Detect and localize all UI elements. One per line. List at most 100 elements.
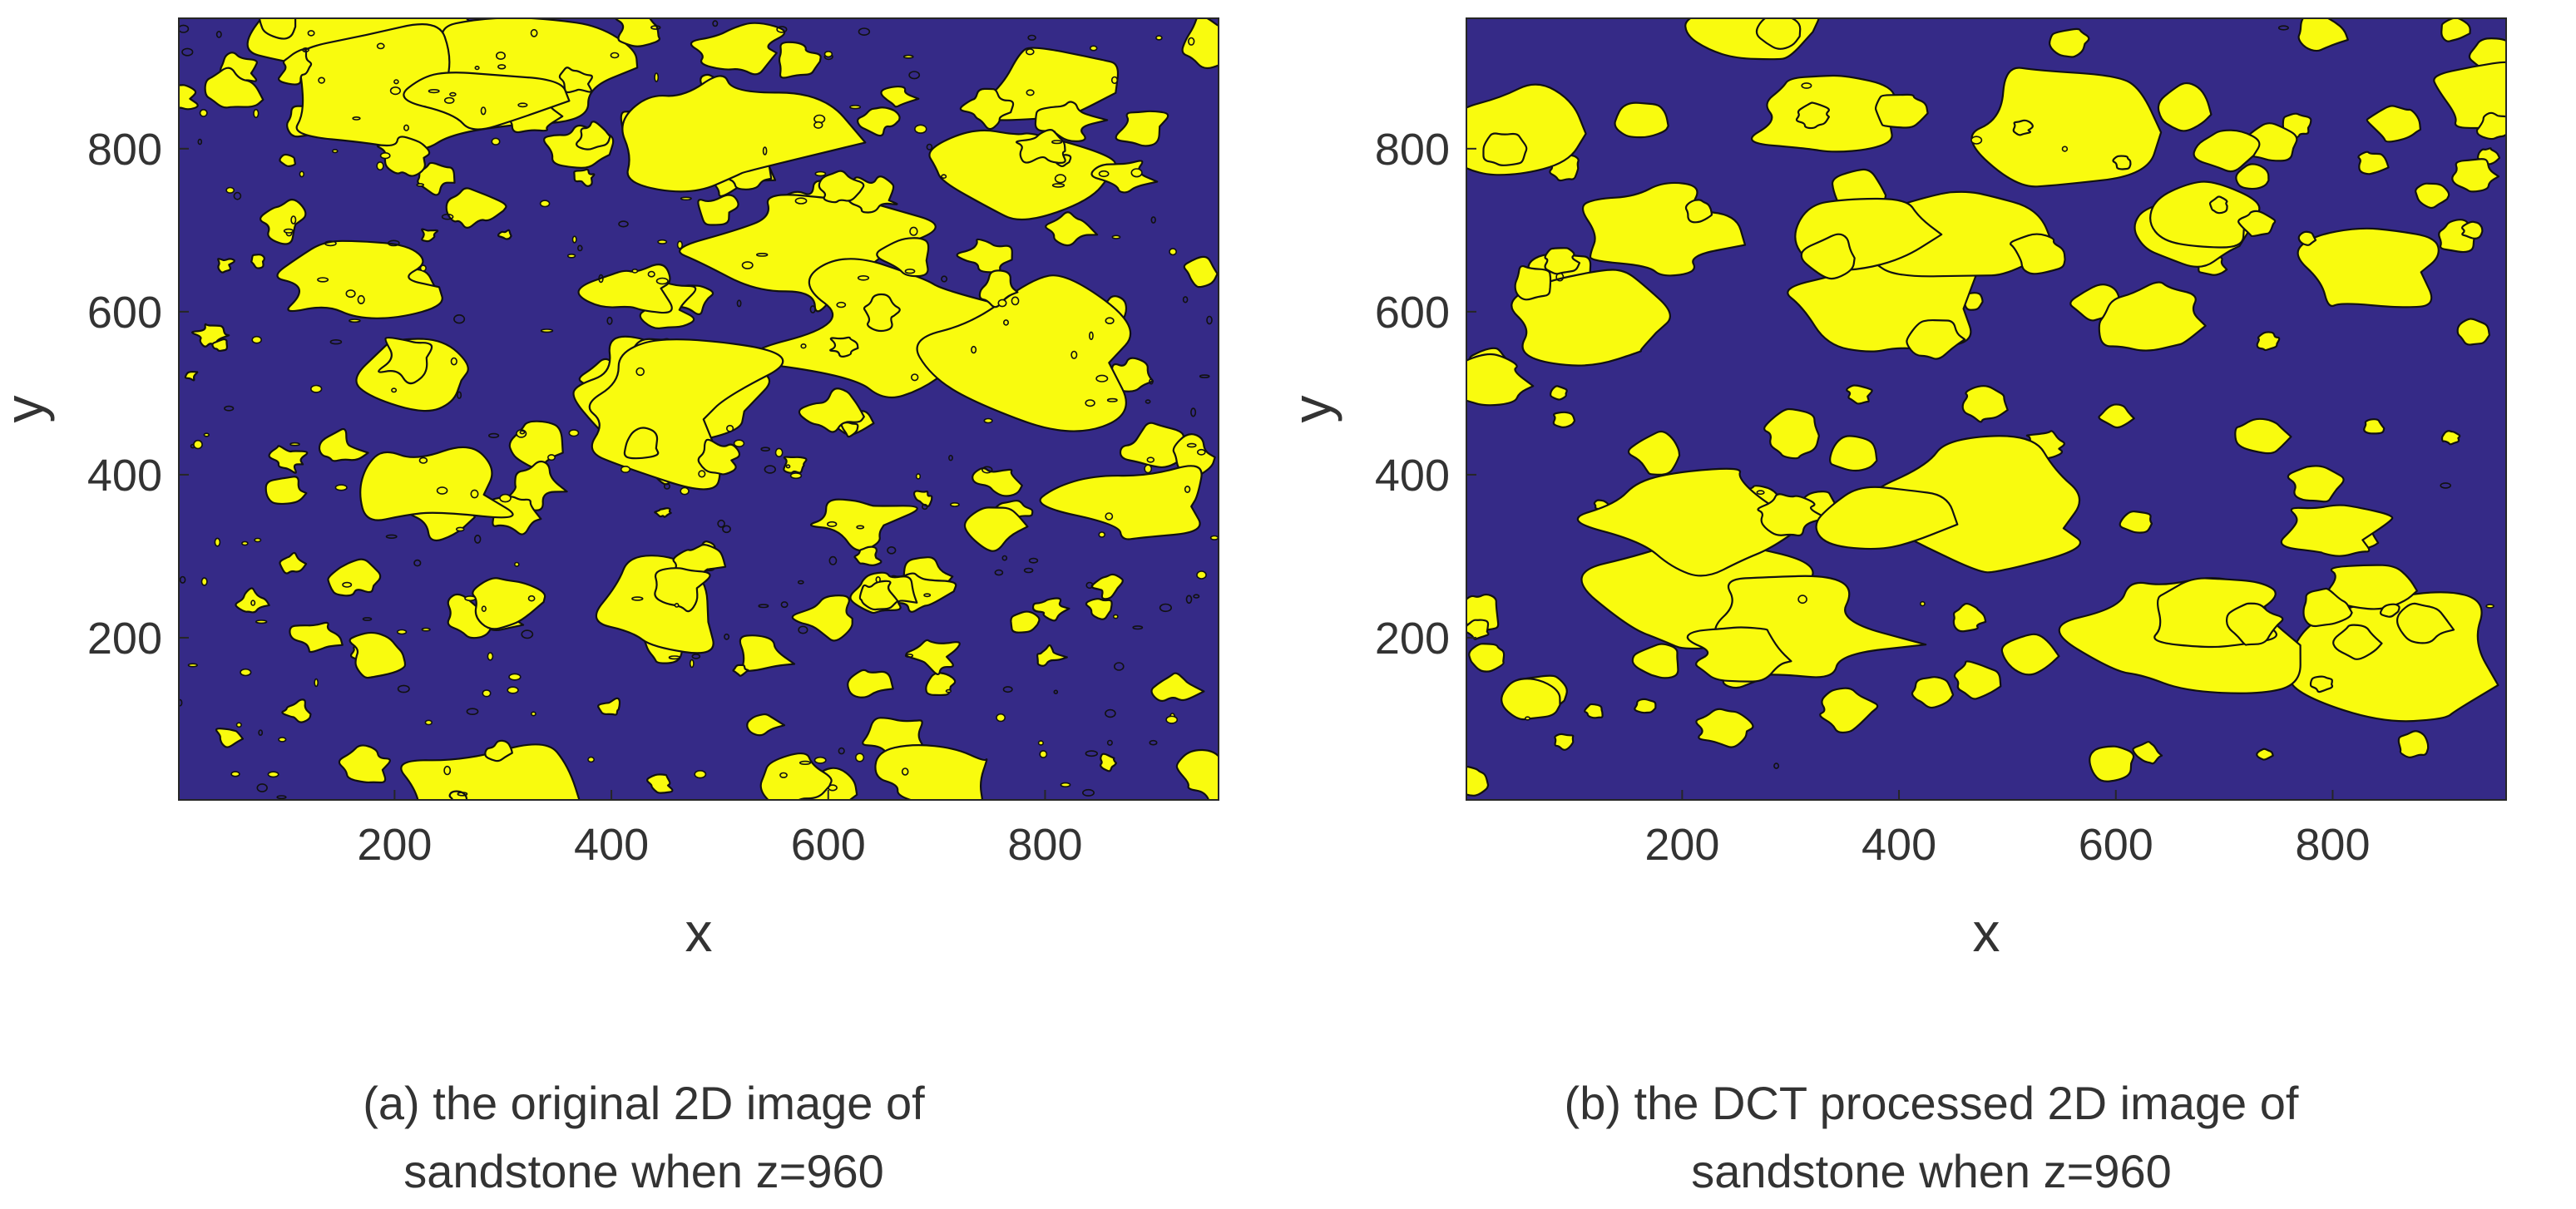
- plot-b: 200 400 600 800 200 400 600 800 x y: [1288, 17, 2507, 963]
- speckle-contour: [393, 79, 399, 85]
- x-tick-label: 800: [1007, 820, 1082, 870]
- speckle-contour: [875, 575, 881, 583]
- speckle-contour: [387, 239, 400, 247]
- pore-region: [1010, 610, 1041, 634]
- speckle-contour: [849, 104, 862, 110]
- pore-region: [1911, 676, 1955, 709]
- speckle-contour: [1001, 555, 1008, 561]
- speckle-contour: [945, 688, 952, 693]
- pore-region: [858, 580, 899, 611]
- pore-region: [204, 67, 265, 109]
- pore-region: [1755, 18, 1802, 50]
- speckle-contour: [376, 161, 384, 171]
- speckle-contour: [283, 228, 294, 234]
- speckle-contour: [910, 373, 919, 382]
- pore-region: [621, 75, 867, 193]
- pore-region: [2234, 417, 2292, 455]
- speckle-contour: [680, 196, 692, 201]
- pore-region: [445, 187, 507, 229]
- speckle-contour: [657, 239, 668, 244]
- speckle-contour: [473, 535, 482, 544]
- speckle-contour: [334, 484, 348, 491]
- speckle-contour: [352, 116, 361, 121]
- pore-region: [1544, 247, 1581, 275]
- speckle-contour: [1070, 350, 1078, 359]
- pore-region: [2456, 318, 2490, 346]
- speckle-contour: [631, 268, 639, 274]
- speckle-contour: [1098, 531, 1105, 538]
- speckle-contour: [181, 47, 194, 57]
- x-axis-title: x: [1973, 901, 2000, 963]
- pore-region: [1550, 385, 1568, 401]
- speckle-contour: [1111, 234, 1121, 239]
- speckle-contour: [385, 534, 398, 539]
- pore-region: [697, 438, 741, 476]
- pore-region: [577, 263, 673, 314]
- pore-region: [276, 239, 443, 319]
- heatmap-field: [179, 18, 1219, 800]
- speckle-contour: [1110, 76, 1119, 85]
- speckle-contour: [508, 673, 522, 681]
- speckle-contour: [453, 314, 466, 324]
- y-tick-label: 200: [87, 614, 162, 664]
- pore-region: [654, 507, 672, 518]
- speckle-contour: [1187, 37, 1195, 46]
- speckle-contour: [620, 465, 631, 473]
- speckle-contour: [418, 456, 428, 464]
- speckle-contour: [457, 391, 462, 399]
- speckle-contour: [647, 270, 655, 278]
- speckle-contour: [2440, 482, 2451, 489]
- pore-region: [400, 743, 581, 800]
- pore-region: [378, 336, 433, 385]
- speckle-contour: [1145, 399, 1151, 404]
- pore-region: [1819, 687, 1879, 734]
- speckle-contour: [215, 31, 222, 38]
- speckle-contour: [513, 561, 520, 567]
- pore-region: [265, 476, 308, 506]
- speckle-contour: [179, 575, 186, 584]
- x-tick-label: 200: [1644, 820, 1719, 870]
- speckle-contour: [531, 711, 536, 717]
- speckle-contour: [1098, 170, 1110, 178]
- pore-region: [1016, 129, 1066, 164]
- pore-region: [1183, 255, 1219, 289]
- y-tick-label: 800: [87, 125, 162, 175]
- speckle-contour: [813, 756, 827, 764]
- speckle-contour: [546, 454, 556, 461]
- speckle-contour: [1209, 535, 1219, 540]
- speckle-contour: [1085, 581, 1094, 590]
- pore-region: [778, 41, 822, 79]
- speckle-contour: [983, 417, 993, 424]
- speckle-contour: [1185, 595, 1193, 604]
- pore-region: [963, 506, 1029, 552]
- speckle-contour: [828, 784, 838, 792]
- pore-region: [421, 228, 439, 243]
- pore-region: [2415, 182, 2450, 210]
- x-axis-title: x: [685, 901, 713, 963]
- pore-region: [2256, 748, 2274, 761]
- pore-region: [809, 498, 918, 552]
- pore-region: [403, 72, 571, 131]
- pore-region: [912, 490, 933, 507]
- pore-region: [732, 664, 749, 677]
- pore-region: [2440, 430, 2461, 446]
- speckle-contour: [717, 519, 725, 528]
- pore-region: [217, 258, 235, 274]
- speckle-contour: [517, 102, 528, 108]
- speckle-contour: [318, 76, 325, 84]
- speckle-contour: [1169, 248, 1177, 256]
- speckle-contour: [1132, 625, 1144, 630]
- pore-region: [1514, 264, 1552, 301]
- pore-region: [1181, 18, 1219, 70]
- speckle-contour: [1089, 45, 1098, 52]
- speckle-contour: [606, 316, 613, 325]
- speckle-contour: [566, 253, 576, 259]
- speckle-contour: [680, 486, 690, 496]
- pore-region: [260, 198, 307, 245]
- speckle-contour: [1182, 296, 1189, 303]
- speckle-contour: [736, 299, 742, 308]
- pore-region: [2237, 210, 2277, 238]
- speckle-contour: [391, 387, 398, 393]
- speckle-contour: [299, 170, 304, 178]
- speckle-contour: [1197, 448, 1206, 456]
